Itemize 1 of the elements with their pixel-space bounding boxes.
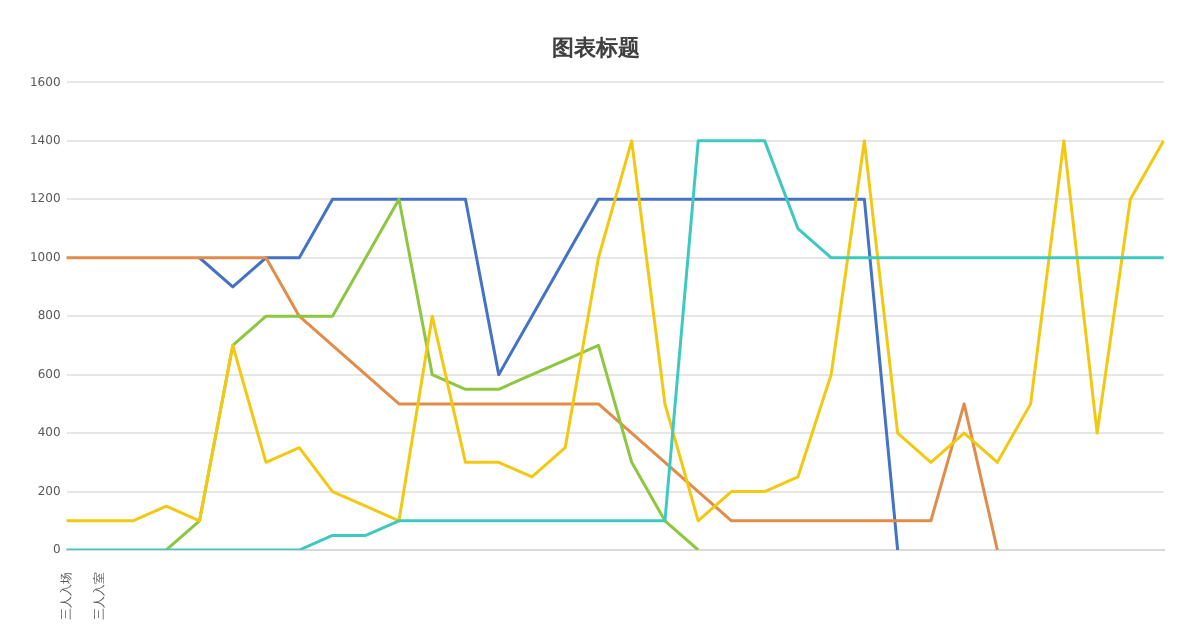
chart-title: 图表标题 <box>552 34 640 61</box>
